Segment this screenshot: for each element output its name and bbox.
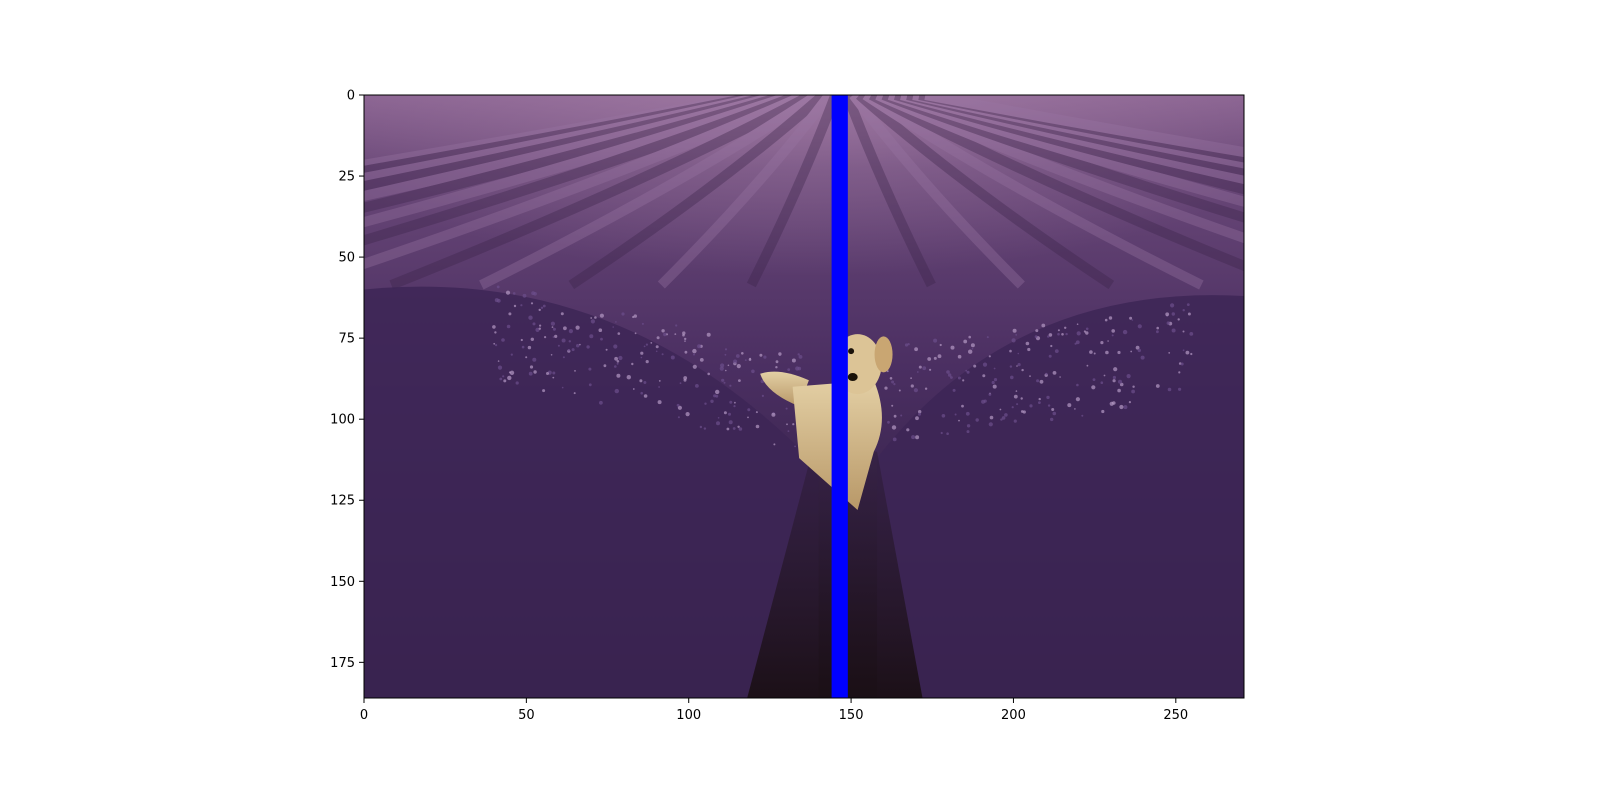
y-tick-label: 0 bbox=[347, 89, 355, 104]
x-tick-label: 250 bbox=[1163, 708, 1188, 723]
y-tick-label: 75 bbox=[338, 332, 355, 347]
y-tick-label: 50 bbox=[338, 251, 355, 266]
blue-overlay-band bbox=[831, 95, 848, 698]
dog-ear bbox=[874, 336, 893, 373]
y-tick-label: 100 bbox=[330, 413, 355, 428]
y-tick-label: 25 bbox=[338, 170, 355, 185]
dog-eye bbox=[848, 348, 855, 355]
x-tick-label: 200 bbox=[1001, 708, 1026, 723]
lavender-rows bbox=[364, 95, 1244, 290]
lavender-speckle bbox=[492, 285, 1194, 448]
y-tick-label: 150 bbox=[330, 575, 355, 590]
lavender-field-photo bbox=[364, 95, 1244, 698]
x-axis: 0 50 100 150 200 250 bbox=[360, 698, 1188, 723]
y-tick-label: 175 bbox=[330, 656, 355, 671]
lavender-bushes bbox=[364, 286, 1244, 698]
x-tick-label: 50 bbox=[518, 708, 535, 723]
dog-nose bbox=[847, 373, 858, 382]
x-tick-label: 150 bbox=[839, 708, 864, 723]
y-axis: 0 25 50 75 100 125 150 175 bbox=[330, 89, 364, 671]
y-tick-label: 125 bbox=[330, 494, 355, 509]
plot-frame bbox=[363, 94, 1245, 699]
x-tick-label: 100 bbox=[676, 708, 701, 723]
x-tick-label: 0 bbox=[360, 708, 368, 723]
